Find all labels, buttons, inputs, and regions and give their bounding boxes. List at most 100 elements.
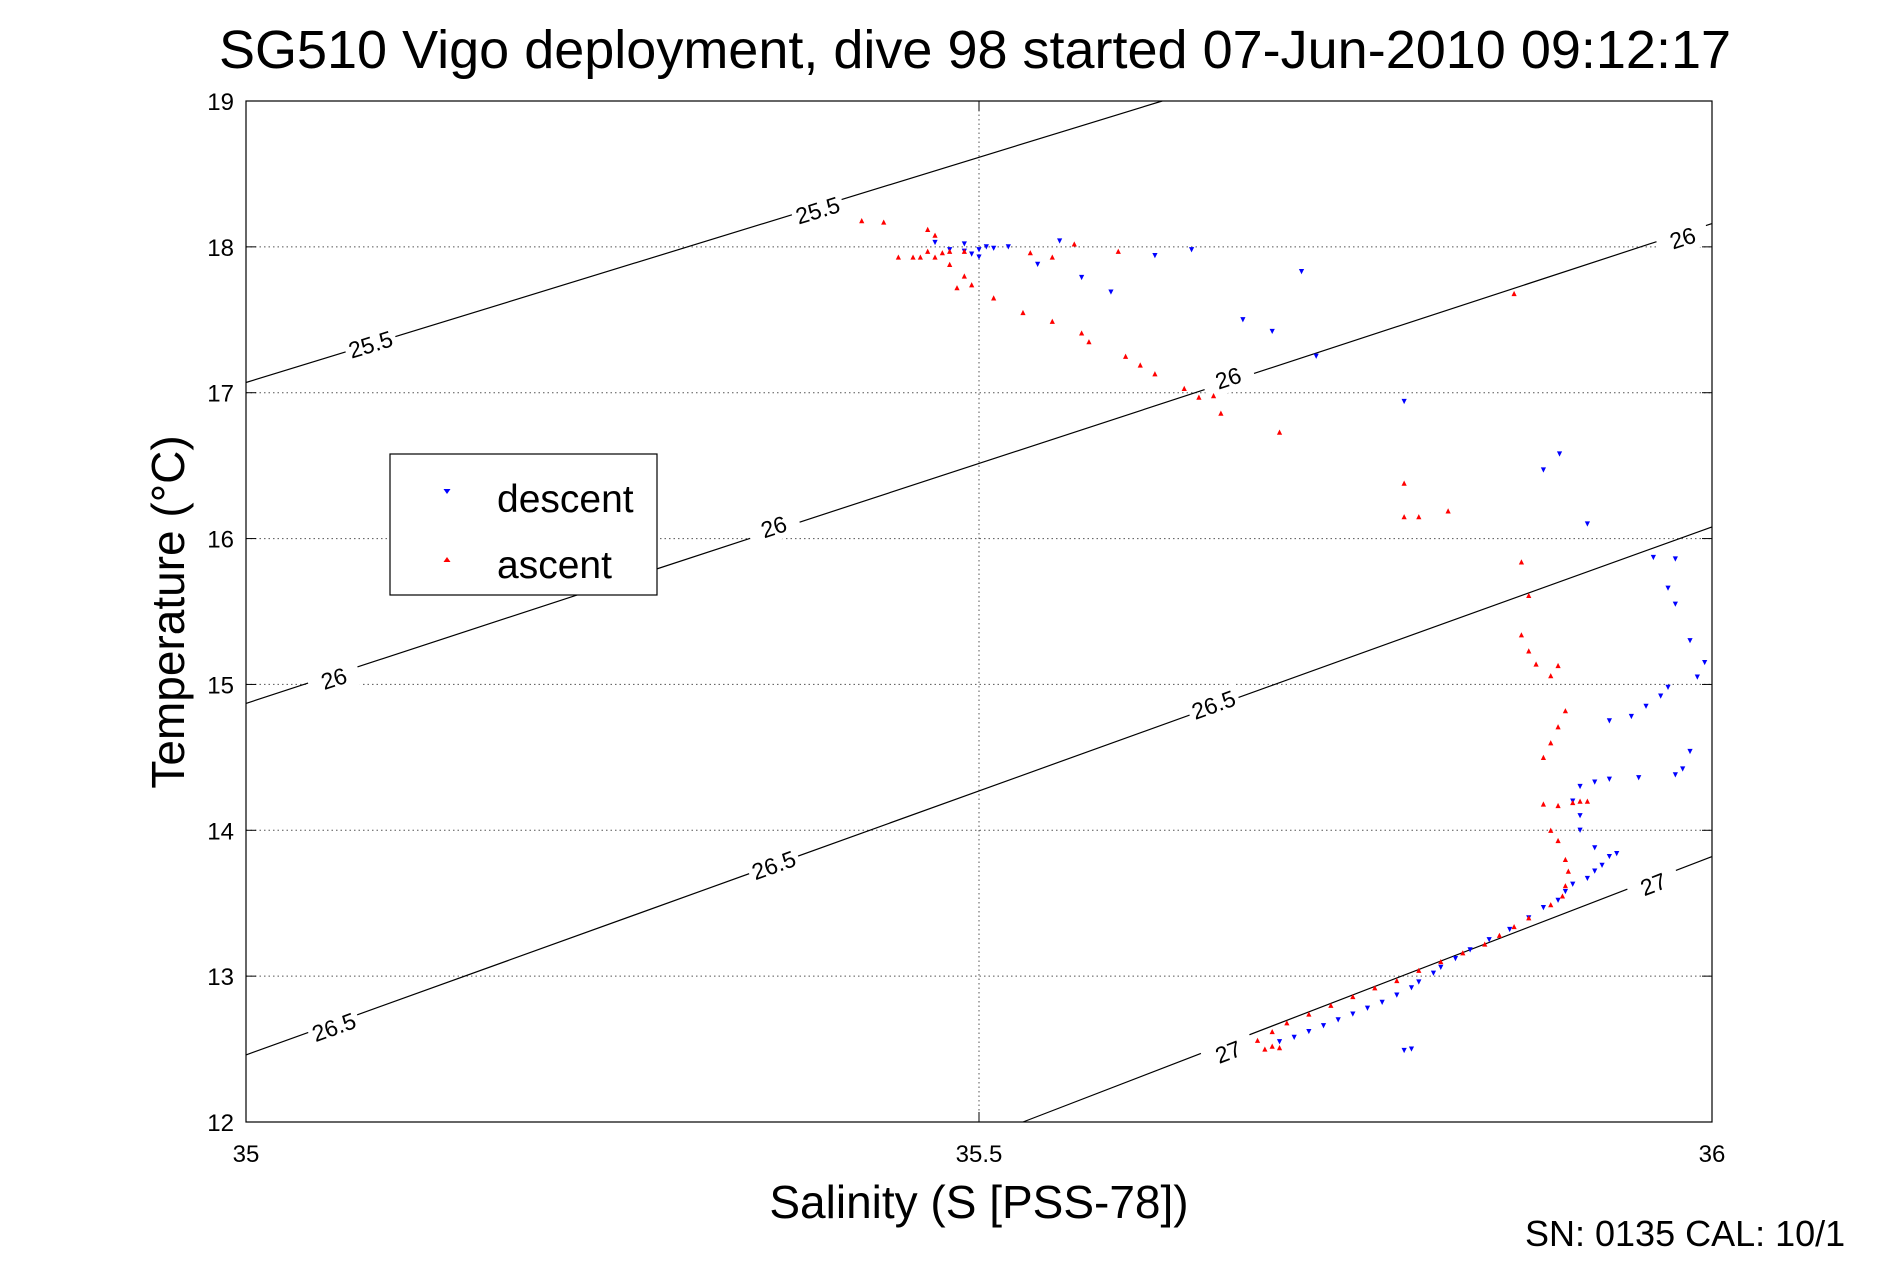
descent-point [1057, 238, 1063, 244]
ascent-point [1511, 923, 1517, 930]
ascent-point [1559, 893, 1566, 899]
descent-point [1364, 1005, 1371, 1011]
descent-point [1672, 601, 1678, 607]
ascent-point [1262, 1046, 1268, 1052]
ascent-point [1328, 1002, 1334, 1008]
ascent-point [859, 218, 865, 224]
descent-point [1599, 862, 1605, 868]
descent-point [976, 254, 982, 260]
descent-point [1350, 1011, 1356, 1017]
descent-point [1672, 556, 1678, 562]
ascent-point [1584, 798, 1590, 804]
descent-point [1394, 992, 1400, 998]
ascent-point [1137, 362, 1143, 368]
ascent-point [1372, 985, 1378, 991]
ascent-point [1284, 1020, 1290, 1026]
ascent-point [1445, 508, 1451, 514]
ascent-point [1196, 394, 1202, 400]
legend-marker-ascent [443, 557, 451, 562]
ascent-point [1518, 559, 1525, 565]
ascent-point [1306, 1011, 1312, 1017]
ascent-point [1540, 754, 1547, 760]
ascent-point [991, 295, 997, 301]
x-axis-label: Salinity (S [PSS-78]) [769, 1176, 1188, 1228]
y-tick-label: 18 [207, 235, 234, 262]
ascent-point [1152, 371, 1158, 377]
descent-point [1005, 244, 1011, 250]
ascent-point [1496, 932, 1503, 938]
descent-point [1570, 881, 1576, 887]
isopycnal-label-gap [304, 1005, 364, 1050]
descent-point [1540, 467, 1547, 473]
ascent-point [954, 285, 960, 291]
ascent-point [1254, 1037, 1261, 1043]
isopycnal-line [1022, 855, 1713, 1123]
descent-point [1650, 554, 1656, 561]
descent-point [1658, 693, 1664, 699]
descent-point [1592, 868, 1598, 874]
descent-series [932, 238, 1708, 1054]
descent-point [1467, 947, 1473, 953]
ascent-point [1210, 393, 1217, 399]
descent-point [1507, 926, 1513, 933]
descent-point [1035, 261, 1041, 267]
x-tick-label: 35.5 [956, 1141, 1003, 1168]
ascent-point [1555, 837, 1561, 844]
descent-point [1298, 269, 1305, 275]
ascent-point [1020, 309, 1026, 316]
descent-point [1555, 897, 1561, 903]
descent-point [1672, 772, 1678, 778]
descent-point [976, 247, 982, 253]
descent-point [1306, 1028, 1312, 1035]
ascent-point [1049, 318, 1055, 324]
y-tick-label: 12 [207, 1110, 234, 1137]
ascent-point [1565, 868, 1571, 874]
y-tick-label: 19 [207, 89, 234, 116]
descent-point [983, 244, 989, 250]
descent-point [1694, 674, 1700, 680]
descent-point [1079, 274, 1085, 281]
ascent-point [932, 254, 938, 260]
isopycnal-label-gap [1653, 216, 1712, 260]
legend-box [389, 453, 658, 596]
descent-point [1438, 964, 1444, 970]
tick-labels: 35 35.5 36 12 13 14 15 16 17 18 19 [207, 89, 1725, 1168]
isopycnal-line [245, 526, 1713, 1056]
descent-point [1628, 713, 1634, 720]
descent-point [1592, 845, 1598, 851]
descent-point [1486, 937, 1492, 943]
descent-point [1577, 827, 1583, 833]
descent-point [1540, 904, 1547, 911]
ascent-point [1562, 883, 1568, 889]
ascent-point [939, 250, 945, 256]
descent-point [1379, 999, 1385, 1005]
y-tick-label: 13 [207, 964, 234, 991]
descent-point [1416, 979, 1422, 985]
ascent-point [1540, 801, 1547, 807]
ascent-point [1555, 802, 1561, 809]
descent-point [1291, 1034, 1297, 1041]
descent-point [1335, 1017, 1341, 1023]
descent-point [1614, 851, 1620, 857]
descent-point [1269, 328, 1275, 335]
y-tick-label: 15 [207, 672, 234, 699]
ascent-point [1511, 290, 1517, 297]
x-tick-label: 36 [1699, 1141, 1726, 1168]
ascent-point [1526, 592, 1532, 599]
descent-point [1408, 1046, 1415, 1052]
descent-point [1320, 1023, 1327, 1029]
ascent-point [1548, 902, 1554, 908]
descent-point [991, 245, 997, 251]
ascent-point [1562, 856, 1568, 863]
legend: descent ascent [389, 453, 658, 596]
ascent-point [1123, 353, 1129, 359]
ascent-point [1416, 967, 1422, 973]
ascent-point [1276, 429, 1283, 435]
descent-point [969, 251, 975, 257]
descent-point [932, 239, 938, 246]
descent-point [1606, 853, 1612, 860]
ascent-point [1460, 950, 1466, 956]
isopycnal-line [245, 100, 1163, 384]
